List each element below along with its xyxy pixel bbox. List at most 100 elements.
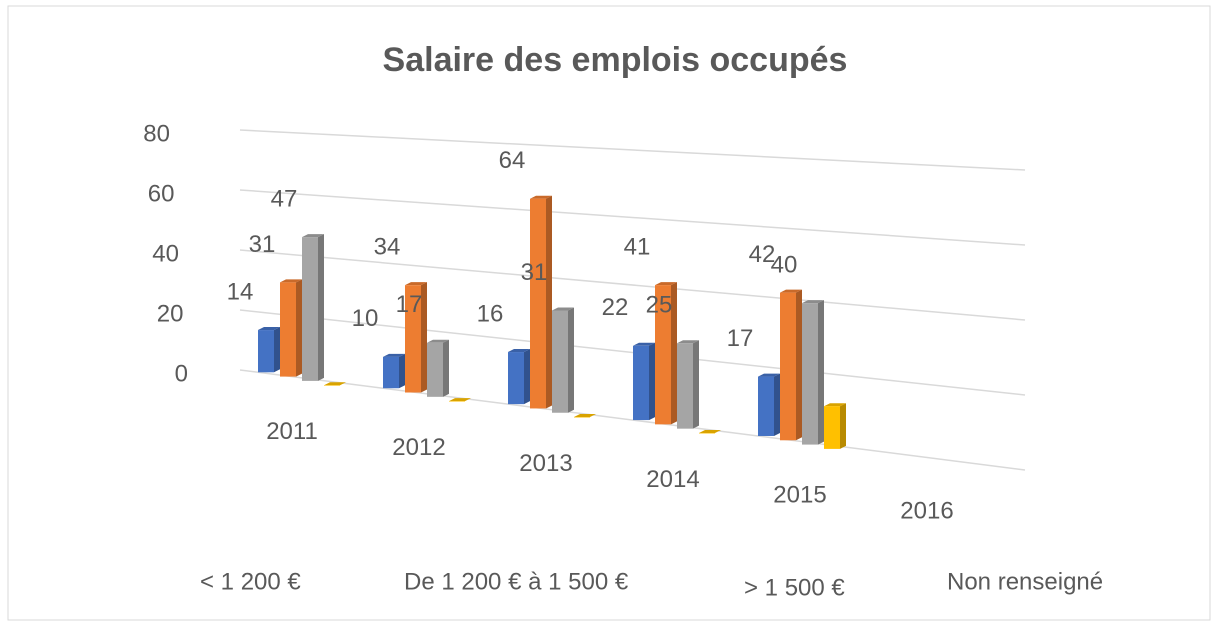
grid-line <box>239 129 1026 171</box>
grid-line <box>239 189 1026 246</box>
bar-face <box>824 403 846 407</box>
bar <box>405 282 427 393</box>
data-label: 25 <box>646 292 673 319</box>
bar-face <box>421 282 427 393</box>
bar-face <box>677 340 699 344</box>
bar-face <box>780 289 802 293</box>
bar <box>530 195 552 409</box>
bar-face <box>280 279 302 283</box>
bar <box>302 234 324 381</box>
bar-face <box>258 327 280 331</box>
bar-face <box>318 234 324 381</box>
bar-face <box>802 303 818 445</box>
data-label: 10 <box>352 305 379 332</box>
bar <box>758 373 780 436</box>
data-label: 22 <box>602 294 629 321</box>
bar-face <box>699 432 715 434</box>
bar-face <box>655 282 677 286</box>
bar-face <box>780 292 796 441</box>
bar <box>280 279 302 377</box>
bar <box>780 289 802 441</box>
bar-face <box>383 356 399 389</box>
bar-face <box>840 403 846 449</box>
data-label: 17 <box>727 325 754 352</box>
chart-frame <box>7 5 1211 621</box>
bar <box>574 414 596 418</box>
bar-face <box>383 353 405 357</box>
bar-face <box>280 282 296 377</box>
y-tick-label: 60 <box>148 180 175 207</box>
bar <box>633 342 655 421</box>
bar-face <box>552 310 568 413</box>
bar-face <box>274 327 280 373</box>
bar-face <box>758 376 774 436</box>
bar-face <box>693 340 699 429</box>
bar-face <box>449 401 465 402</box>
y-tick-label: 20 <box>157 300 184 327</box>
bar-face <box>818 300 824 445</box>
bar <box>383 353 405 389</box>
bar-face <box>574 417 590 418</box>
data-label: 34 <box>374 234 401 261</box>
bar-face <box>546 195 552 409</box>
x-tick-label: 2016 <box>900 498 953 525</box>
bar-face <box>574 414 596 418</box>
bar-face <box>774 373 780 436</box>
chart-title: Salaire des emplois occupés <box>383 41 848 79</box>
bar <box>677 340 699 429</box>
bar-face <box>758 373 780 377</box>
bar-face <box>552 307 574 311</box>
bar-face <box>399 353 405 389</box>
bar-face <box>649 342 655 421</box>
bar-face <box>449 398 471 402</box>
bar <box>258 327 280 373</box>
x-tick-label: 2012 <box>392 434 445 461</box>
bar <box>824 403 846 449</box>
legend-label: > 1 500 € <box>744 574 845 601</box>
bar-face <box>324 385 340 386</box>
bar <box>552 307 574 413</box>
data-label: 40 <box>771 251 798 278</box>
data-label: 14 <box>227 278 254 305</box>
bar-face <box>530 195 552 199</box>
bar <box>324 382 346 386</box>
bar-face <box>443 339 449 397</box>
y-tick-label: 80 <box>143 120 170 147</box>
bar-face <box>633 342 655 346</box>
bar-face <box>530 198 546 409</box>
data-label: 16 <box>477 300 504 327</box>
bar <box>508 349 530 405</box>
bar-face <box>524 349 530 405</box>
bar-face <box>677 343 693 429</box>
bar-face <box>508 352 524 405</box>
bar-face <box>633 345 649 421</box>
y-tick-label: 0 <box>175 360 188 387</box>
data-label: 42 <box>749 241 776 268</box>
bar-face <box>258 330 274 373</box>
x-tick-label: 2011 <box>266 418 318 445</box>
bar-face <box>427 339 449 343</box>
legend-label: De 1 200 € à 1 500 € <box>404 568 629 595</box>
grid-line <box>239 249 1026 321</box>
grid-line <box>239 309 1026 396</box>
bar <box>427 339 449 397</box>
bar <box>699 429 721 434</box>
bar <box>449 398 471 402</box>
bar-face <box>405 282 427 286</box>
bar-face <box>405 285 421 393</box>
data-label: 31 <box>249 231 276 258</box>
grid-line <box>239 369 1026 471</box>
data-label: 17 <box>396 291 423 318</box>
bar <box>802 300 824 445</box>
bar-face <box>824 406 840 449</box>
bar-face <box>508 349 530 353</box>
bar-face <box>568 307 574 413</box>
data-label: 47 <box>271 185 298 212</box>
bar-face <box>699 429 721 433</box>
data-label: 41 <box>624 233 651 260</box>
bar <box>655 282 677 425</box>
bar-face <box>802 300 824 304</box>
bar-face <box>796 289 802 441</box>
x-tick-label: 2013 <box>519 450 572 477</box>
